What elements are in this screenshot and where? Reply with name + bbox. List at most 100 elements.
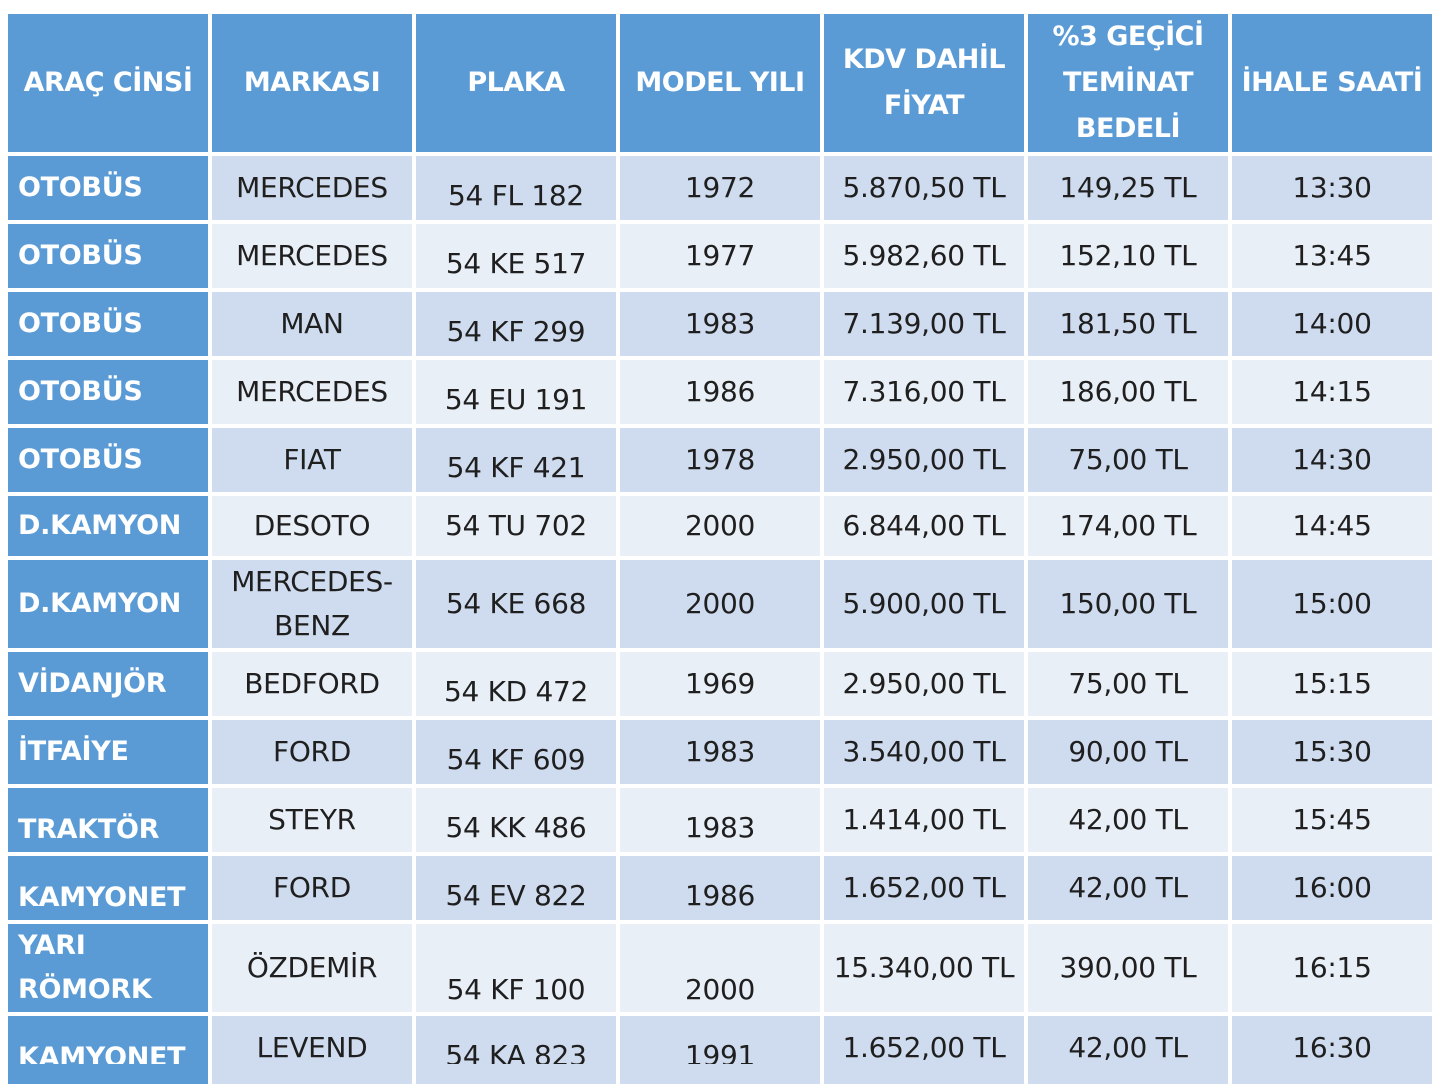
header-price: KDV DAHİL FİYAT bbox=[824, 14, 1024, 152]
cut-off-cell bbox=[1028, 1064, 1228, 1084]
cut-off-cell bbox=[620, 1064, 820, 1084]
cell-price: 5.870,50 TL bbox=[824, 156, 1024, 220]
table-header-row: ARAÇ CİNSİ MARKASI PLAKA MODEL YILI KDV … bbox=[8, 14, 1432, 152]
cell-vehicle-type: OTOBÜS bbox=[8, 224, 208, 288]
cell-vehicle-type: YARI RÖMORK bbox=[8, 924, 208, 1012]
cell-deposit: 152,10 TL bbox=[1028, 224, 1228, 288]
cell-deposit: 75,00 TL bbox=[1028, 428, 1228, 492]
cell-model-year: 1986 bbox=[620, 856, 820, 920]
cell-vehicle-type: TRAKTÖR bbox=[8, 788, 208, 852]
cell-price: 1.652,00 TL bbox=[824, 856, 1024, 920]
cell-deposit: 390,00 TL bbox=[1028, 924, 1228, 1012]
cell-plate: 54 TU 702 bbox=[416, 496, 616, 556]
cell-price: 6.844,00 TL bbox=[824, 496, 1024, 556]
header-model-year: MODEL YILI bbox=[620, 14, 820, 152]
cell-vehicle-type: VİDANJÖR bbox=[8, 652, 208, 716]
table-row: OTOBÜS FIAT 54 KF 421 1978 2.950,00 TL 7… bbox=[8, 428, 1432, 492]
cell-plate: 54 KE 668 bbox=[416, 560, 616, 648]
cell-price: 5.982,60 TL bbox=[824, 224, 1024, 288]
table-row: OTOBÜS MERCEDES 54 EU 191 1986 7.316,00 … bbox=[8, 360, 1432, 424]
cell-auction-time: 14:00 bbox=[1232, 292, 1432, 356]
cell-model-year: 1977 bbox=[620, 224, 820, 288]
cell-deposit: 150,00 TL bbox=[1028, 560, 1228, 648]
cell-brand: FORD bbox=[212, 720, 412, 784]
cell-model-year: 1983 bbox=[620, 292, 820, 356]
cut-off-cell bbox=[416, 1064, 616, 1084]
table-row: VİDANJÖR BEDFORD 54 KD 472 1969 2.950,00… bbox=[8, 652, 1432, 716]
header-plate: PLAKA bbox=[416, 14, 616, 152]
cell-model-year: 1969 bbox=[620, 652, 820, 716]
cell-model-year: 1978 bbox=[620, 428, 820, 492]
header-price-line-1: KDV DAHİL bbox=[842, 44, 1006, 75]
cell-price: 3.540,00 TL bbox=[824, 720, 1024, 784]
cell-model-year: 1983 bbox=[620, 720, 820, 784]
cell-deposit: 181,50 TL bbox=[1028, 292, 1228, 356]
cell-price: 7.316,00 TL bbox=[824, 360, 1024, 424]
cell-plate: 54 KD 472 bbox=[416, 652, 616, 716]
cell-auction-time: 15:00 bbox=[1232, 560, 1432, 648]
header-deposit-line-1: %3 GEÇİCİ bbox=[1052, 21, 1204, 52]
cell-deposit: 42,00 TL bbox=[1028, 788, 1228, 852]
cell-plate: 54 KE 517 bbox=[416, 224, 616, 288]
header-brand: MARKASI bbox=[212, 14, 412, 152]
cell-plate: 54 KF 299 bbox=[416, 292, 616, 356]
cell-deposit: 186,00 TL bbox=[1028, 360, 1228, 424]
cell-brand: MERCEDES bbox=[212, 224, 412, 288]
cell-brand: BEDFORD bbox=[212, 652, 412, 716]
cell-price: 1.414,00 TL bbox=[824, 788, 1024, 852]
cell-brand: DESOTO bbox=[212, 496, 412, 556]
header-deposit: %3 GEÇİCİ TEMİNAT BEDELİ bbox=[1028, 14, 1228, 152]
cell-vehicle-type: KAMYONET bbox=[8, 856, 208, 920]
cell-brand: FORD bbox=[212, 856, 412, 920]
cell-model-year: 1972 bbox=[620, 156, 820, 220]
cell-plate: 54 KF 100 bbox=[416, 924, 616, 1012]
cell-vehicle-type: OTOBÜS bbox=[8, 360, 208, 424]
cell-deposit: 90,00 TL bbox=[1028, 720, 1228, 784]
header-vehicle-type: ARAÇ CİNSİ bbox=[8, 14, 208, 152]
cell-vehicle-type: OTOBÜS bbox=[8, 292, 208, 356]
header-deposit-line-2: TEMİNAT bbox=[1062, 67, 1194, 98]
cell-brand: STEYR bbox=[212, 788, 412, 852]
cut-off-row bbox=[4, 1064, 1436, 1084]
table-row: OTOBÜS MAN 54 KF 299 1983 7.139,00 TL 18… bbox=[8, 292, 1432, 356]
header-price-line-2: FİYAT bbox=[883, 90, 965, 121]
cell-vehicle-type-line-1: YARI bbox=[18, 930, 86, 961]
cell-auction-time: 16:00 bbox=[1232, 856, 1432, 920]
cut-off-cell bbox=[212, 1064, 412, 1084]
table-row: D.KAMYON MERCEDES- BENZ 54 KE 668 2000 5… bbox=[8, 560, 1432, 648]
table-row: İTFAİYE FORD 54 KF 609 1983 3.540,00 TL … bbox=[8, 720, 1432, 784]
cell-auction-time: 14:30 bbox=[1232, 428, 1432, 492]
cell-auction-time: 15:15 bbox=[1232, 652, 1432, 716]
cell-deposit: 75,00 TL bbox=[1028, 652, 1228, 716]
cell-brand: MAN bbox=[212, 292, 412, 356]
cut-off-cell bbox=[8, 1064, 208, 1084]
cell-deposit: 174,00 TL bbox=[1028, 496, 1228, 556]
cell-model-year: 1983 bbox=[620, 788, 820, 852]
cell-model-year: 2000 bbox=[620, 560, 820, 648]
cell-plate: 54 KF 421 bbox=[416, 428, 616, 492]
cell-price: 7.139,00 TL bbox=[824, 292, 1024, 356]
cell-model-year: 2000 bbox=[620, 496, 820, 556]
cell-brand: MERCEDES bbox=[212, 156, 412, 220]
cell-price: 15.340,00 TL bbox=[824, 924, 1024, 1012]
cell-brand: FIAT bbox=[212, 428, 412, 492]
cell-deposit: 149,25 TL bbox=[1028, 156, 1228, 220]
cell-brand-line-1: MERCEDES- bbox=[231, 565, 393, 598]
cell-auction-time: 13:45 bbox=[1232, 224, 1432, 288]
cell-plate: 54 KF 609 bbox=[416, 720, 616, 784]
cell-plate: 54 EV 822 bbox=[416, 856, 616, 920]
cell-vehicle-type: İTFAİYE bbox=[8, 720, 208, 784]
header-deposit-line-3: BEDELİ bbox=[1075, 113, 1181, 144]
cell-plate: 54 EU 191 bbox=[416, 360, 616, 424]
cell-brand: MERCEDES- BENZ bbox=[212, 560, 412, 648]
cell-brand: ÖZDEMİR bbox=[212, 924, 412, 1012]
cell-vehicle-type: OTOBÜS bbox=[8, 428, 208, 492]
cell-vehicle-type: D.KAMYON bbox=[8, 560, 208, 648]
cell-model-year: 2000 bbox=[620, 924, 820, 1012]
table-row: YARI RÖMORK ÖZDEMİR 54 KF 100 2000 15.34… bbox=[8, 924, 1432, 1012]
cell-auction-time: 15:45 bbox=[1232, 788, 1432, 852]
vehicle-auction-table: ARAÇ CİNSİ MARKASI PLAKA MODEL YILI KDV … bbox=[4, 10, 1436, 1084]
cell-model-year: 1986 bbox=[620, 360, 820, 424]
table-row: TRAKTÖR STEYR 54 KK 486 1983 1.414,00 TL… bbox=[8, 788, 1432, 852]
cell-brand-line-2: BENZ bbox=[274, 609, 350, 642]
